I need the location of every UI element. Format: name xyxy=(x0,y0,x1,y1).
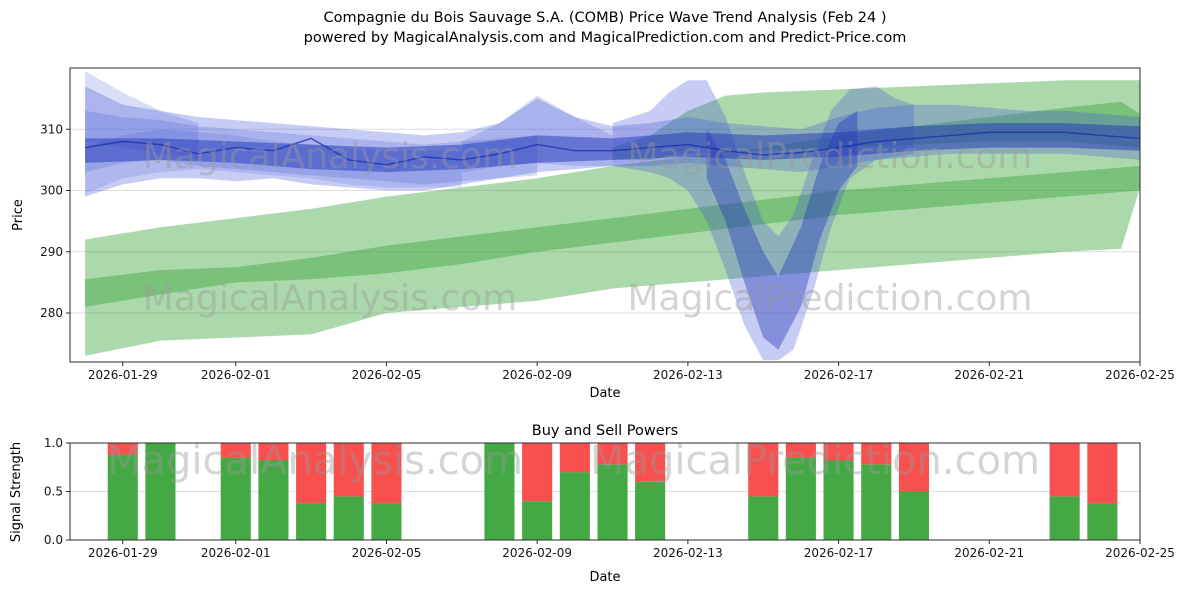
power-chart-title: Buy and Sell Powers xyxy=(532,423,678,439)
buy-bar xyxy=(823,460,854,540)
watermark-layer: MagicalAnalysis.com MagicalPrediction.com… xyxy=(143,136,1033,319)
x-tick-label: 2026-02-09 xyxy=(502,546,572,560)
y-tick-label: 0.0 xyxy=(44,533,63,547)
sell-bar xyxy=(371,443,402,504)
x-tick-label: 2026-02-17 xyxy=(804,368,874,382)
x-tick-label: 2026-02-05 xyxy=(352,546,422,560)
sell-bar xyxy=(861,443,892,465)
buy-bar xyxy=(145,443,176,540)
watermark-text: MagicalPrediction.com xyxy=(628,278,1033,319)
sell-bar xyxy=(1087,443,1118,504)
buy-bar xyxy=(1049,496,1080,540)
sell-bar xyxy=(823,443,854,461)
buy-bar xyxy=(296,503,327,540)
sell-bar xyxy=(898,443,929,492)
x-tick-label: 2026-02-21 xyxy=(954,368,1024,382)
x-tick-label: 2026-02-05 xyxy=(352,368,422,382)
price-bands xyxy=(84,71,1140,361)
y-tick-label: 300 xyxy=(40,184,63,198)
x-tick-label: 2026-02-25 xyxy=(1105,546,1175,560)
watermark-layer: MagicalAnalysis.com MagicalPrediction.com xyxy=(107,438,1040,484)
buy-bar xyxy=(748,496,779,540)
line-blue-trend xyxy=(84,131,1140,166)
sell-bar xyxy=(296,443,327,504)
band-blue-top-left xyxy=(85,71,199,160)
buy-bar xyxy=(107,454,138,540)
sell-bar xyxy=(785,443,816,458)
y-tick-label: 0.5 xyxy=(44,485,63,499)
buy-bar xyxy=(522,501,553,540)
band-blue-dip-core xyxy=(706,110,858,350)
buy-bar xyxy=(861,464,892,540)
price-chart-subtitle: powered by MagicalAnalysis.com and Magic… xyxy=(304,30,907,46)
sell-bar xyxy=(635,443,666,482)
x-tick-label: 2026-02-25 xyxy=(1105,368,1175,382)
buy-bar xyxy=(785,457,816,540)
power-x-axis-label: Date xyxy=(589,570,620,585)
band-green-fan xyxy=(85,101,1140,356)
power-bars xyxy=(107,443,1118,540)
x-tick-label: 2026-02-01 xyxy=(201,368,271,382)
watermark-text: MagicalPrediction.com xyxy=(628,136,1033,177)
sell-bar xyxy=(258,443,289,461)
buy-bar xyxy=(258,460,289,540)
sell-bar xyxy=(220,443,251,458)
price-plot: MagicalAnalysis.com MagicalPrediction.com… xyxy=(40,67,1175,382)
y-tick-label: 1.0 xyxy=(44,436,63,450)
sell-bar xyxy=(559,443,590,473)
price-x-axis-label: Date xyxy=(589,386,620,401)
power-y-axis-label: Signal Strength xyxy=(9,442,24,542)
x-tick-label: 2026-01-29 xyxy=(88,546,158,560)
buy-bar xyxy=(1087,503,1118,540)
y-tick-label: 310 xyxy=(40,122,63,136)
buy-bar xyxy=(597,464,628,540)
watermark-text: MagicalPrediction.com xyxy=(590,438,1040,484)
x-tick-label: 2026-02-13 xyxy=(653,368,723,382)
x-tick-label: 2026-02-09 xyxy=(502,368,572,382)
watermark-text: MagicalAnalysis.com xyxy=(143,136,517,177)
x-tick-label: 2026-02-21 xyxy=(954,546,1024,560)
price-y-axis-label: Price xyxy=(11,199,26,231)
y-tick-label: 290 xyxy=(40,245,63,259)
x-tick-label: 2026-02-13 xyxy=(653,546,723,560)
plot-border xyxy=(69,67,1141,363)
buy-bar xyxy=(898,491,929,540)
x-tick-label: 2026-02-01 xyxy=(201,546,271,560)
buy-bar xyxy=(371,503,402,540)
watermark-text: MagicalAnalysis.com xyxy=(107,438,523,484)
x-tick-label: 2026-02-17 xyxy=(804,546,874,560)
power-plot: MagicalAnalysis.com MagicalPrediction.com… xyxy=(44,436,1175,560)
watermark-text: MagicalAnalysis.com xyxy=(143,278,517,319)
x-tick-label: 2026-01-29 xyxy=(88,368,158,382)
buy-bar xyxy=(220,457,251,540)
sell-bar xyxy=(107,443,138,455)
sell-bar xyxy=(333,443,364,497)
buy-bar xyxy=(559,472,590,540)
buy-bar xyxy=(635,481,666,540)
sell-bar xyxy=(1049,443,1080,497)
sell-bar xyxy=(748,443,779,497)
buy-bar xyxy=(484,443,515,540)
price-chart-title: Compagnie du Bois Sauvage S.A. (COMB) Pr… xyxy=(324,10,887,26)
sell-bar xyxy=(597,443,628,465)
sell-bar xyxy=(522,443,553,502)
band-green-mid xyxy=(85,166,1140,307)
buy-bar xyxy=(333,496,364,540)
y-tick-label: 280 xyxy=(40,306,63,320)
